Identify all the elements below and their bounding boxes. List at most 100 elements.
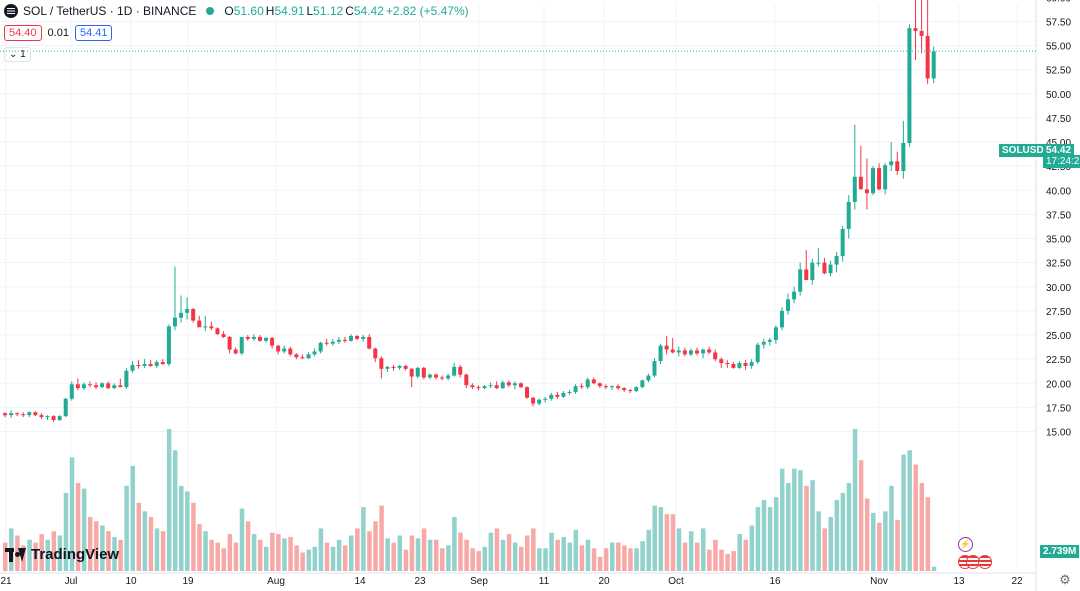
volume-bar [561, 536, 566, 571]
y-tick-label: 15.00 [1046, 428, 1071, 439]
candle-body [373, 348, 378, 359]
settings-gear-icon[interactable]: ⚙ [1059, 572, 1071, 587]
us-flag-event-icon[interactable] [978, 555, 992, 569]
volume-bar [573, 529, 579, 571]
candle-body [694, 350, 699, 354]
volume-bar [682, 542, 688, 571]
volume-bar [45, 539, 50, 571]
candle-body [136, 364, 141, 366]
volume-bar [130, 465, 135, 571]
candle-body [112, 385, 117, 389]
volume-bar [203, 531, 208, 571]
volume-bar [931, 566, 937, 571]
buy-price-button[interactable]: 54.41 [74, 25, 113, 41]
earnings-bolt-icon[interactable]: ⚡ [958, 537, 973, 552]
candle-body [458, 366, 463, 375]
volume-bar [318, 528, 324, 571]
candle-body [792, 291, 797, 300]
candle-body [537, 399, 542, 404]
volume-bar [427, 539, 433, 571]
volume-bar [864, 498, 870, 571]
volume-bar [634, 548, 639, 571]
candle-body [45, 416, 50, 418]
volume-bar [373, 521, 378, 571]
sell-price-button[interactable]: 54.40 [4, 25, 42, 41]
volume-bar [603, 548, 609, 571]
candle-body [440, 377, 445, 379]
volume-bar [185, 491, 190, 571]
candle-body [707, 349, 712, 353]
symbol-title[interactable]: SOL / TetherUS · 1D · BINANCE [23, 4, 197, 18]
low-label: L [306, 4, 314, 18]
volume-bar [640, 541, 645, 571]
candle-body [154, 362, 159, 366]
candle-body [94, 385, 99, 388]
volume-bar [367, 531, 372, 571]
volume-bar [883, 511, 888, 571]
chevron-down-icon: ⌄ [9, 49, 18, 60]
high-label: H [265, 4, 275, 18]
volume-bar [75, 482, 81, 571]
candle-body [69, 384, 74, 399]
candle-body [810, 262, 815, 281]
candle-body [306, 354, 311, 359]
symbol-price-tag: SOLUSDT [999, 144, 1053, 157]
volume-bar [209, 539, 214, 571]
volume-bar [288, 536, 293, 571]
x-tick-label: 10 [125, 576, 137, 587]
candle-body [15, 413, 20, 415]
candle-body [209, 326, 214, 329]
volume-bar [324, 542, 330, 571]
candle-body [227, 336, 232, 350]
y-tick-label: 55.00 [1046, 42, 1071, 53]
x-tick-label: 16 [769, 576, 781, 587]
volume-bar [834, 500, 840, 571]
candle-body [172, 317, 177, 327]
volume-bar [907, 450, 912, 571]
market-open-dot [206, 7, 215, 15]
volume-bar [694, 542, 700, 571]
candle-body [124, 370, 129, 388]
candle-body [21, 414, 26, 416]
candle-body [318, 342, 323, 352]
volume-bar [877, 522, 882, 571]
volume-bar [124, 485, 129, 571]
indicator-toggle-button[interactable]: ⌄ 1 [4, 47, 31, 62]
open-label: O [224, 4, 234, 18]
candle-body [81, 384, 86, 389]
tradingview-logo[interactable]: TradingView [5, 546, 119, 563]
volume-bar [482, 546, 488, 571]
candle-body [658, 345, 663, 362]
candle-body [51, 416, 56, 420]
candle-body [907, 28, 912, 144]
candle-body [57, 416, 62, 420]
candle-body [221, 334, 226, 337]
candle-body [33, 412, 38, 416]
volume-bar [688, 531, 694, 571]
tradingview-logo-icon [5, 547, 27, 562]
volume-bar [39, 534, 44, 571]
volume-bar [421, 528, 427, 571]
candle-body [555, 394, 560, 397]
symbol-header[interactable]: SOL / TetherUS · 1D · BINANCE O 51.60 H 54… [4, 4, 471, 18]
volume-bar [112, 536, 117, 571]
volume-bar [257, 539, 263, 571]
candle-body [506, 382, 511, 386]
candle-body [130, 364, 135, 371]
volume-bar [786, 482, 791, 571]
y-tick-label: 50.00 [1046, 90, 1071, 101]
candle-body [288, 348, 293, 355]
volume-bar [172, 450, 178, 571]
candle-body [348, 336, 353, 341]
x-tick-label: 19 [182, 576, 194, 587]
volume-bar [761, 500, 767, 571]
volume-bar [871, 512, 876, 571]
candle-body [215, 328, 220, 335]
x-tick-label: Oct [668, 576, 684, 587]
candle-body [901, 143, 906, 171]
candle-body [336, 339, 341, 342]
candle-body [142, 364, 147, 366]
volume-bar [658, 507, 664, 571]
low-value: 51.12 [313, 4, 344, 18]
